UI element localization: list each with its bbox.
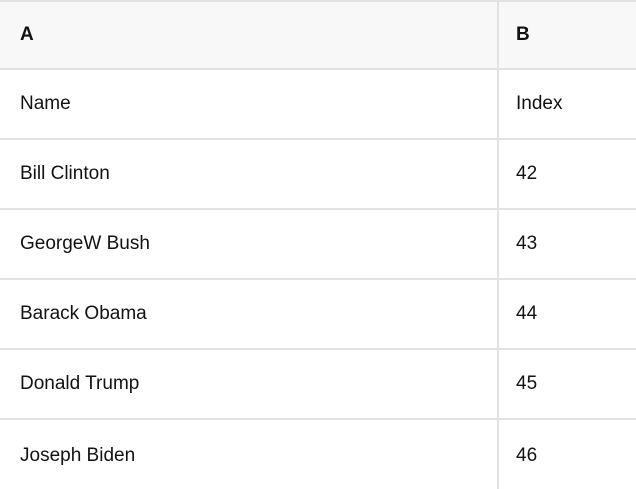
cell-name-text: Bill Clinton	[20, 163, 110, 184]
cell-index[interactable]: Index	[499, 70, 636, 138]
table-row: Joseph Biden 46	[0, 420, 636, 489]
column-header-b[interactable]: B	[499, 2, 636, 68]
cell-index[interactable]: 44	[499, 280, 636, 348]
cell-name[interactable]: GeorgeW Bush	[0, 210, 499, 278]
table-header-row: A B	[0, 2, 636, 70]
cell-index[interactable]: 46	[499, 420, 636, 489]
cell-index-text: 43	[516, 233, 538, 254]
cell-name-text: Donald Trump	[20, 373, 140, 394]
cell-name[interactable]: Name	[0, 70, 499, 138]
cell-name[interactable]: Barack Obama	[0, 280, 499, 348]
column-header-a-label: A	[20, 24, 34, 45]
cell-name-text: Name	[20, 93, 71, 114]
cell-index-text: 46	[516, 444, 538, 466]
cell-name-text: GeorgeW Bush	[20, 233, 150, 254]
cell-name[interactable]: Bill Clinton	[0, 140, 499, 208]
cell-index[interactable]: 43	[499, 210, 636, 278]
table-row: Name Index	[0, 70, 636, 140]
cell-name-text: Joseph Biden	[20, 444, 136, 466]
table-row: Donald Trump 45	[0, 350, 636, 420]
cell-index[interactable]: 45	[499, 350, 636, 418]
cell-index[interactable]: 42	[499, 140, 636, 208]
column-header-a[interactable]: A	[0, 2, 499, 68]
cell-index-text: 44	[516, 303, 538, 324]
table-row: Bill Clinton 42	[0, 140, 636, 210]
cell-index-text: 45	[516, 373, 538, 394]
cell-name-text: Barack Obama	[20, 303, 147, 324]
cell-index-text: Index	[516, 93, 563, 114]
cell-index-text: 42	[516, 163, 538, 184]
cell-name[interactable]: Donald Trump	[0, 350, 499, 418]
table-row: Barack Obama 44	[0, 280, 636, 350]
table-row: GeorgeW Bush 43	[0, 210, 636, 280]
cell-name[interactable]: Joseph Biden	[0, 420, 499, 489]
column-header-b-label: B	[516, 24, 530, 45]
